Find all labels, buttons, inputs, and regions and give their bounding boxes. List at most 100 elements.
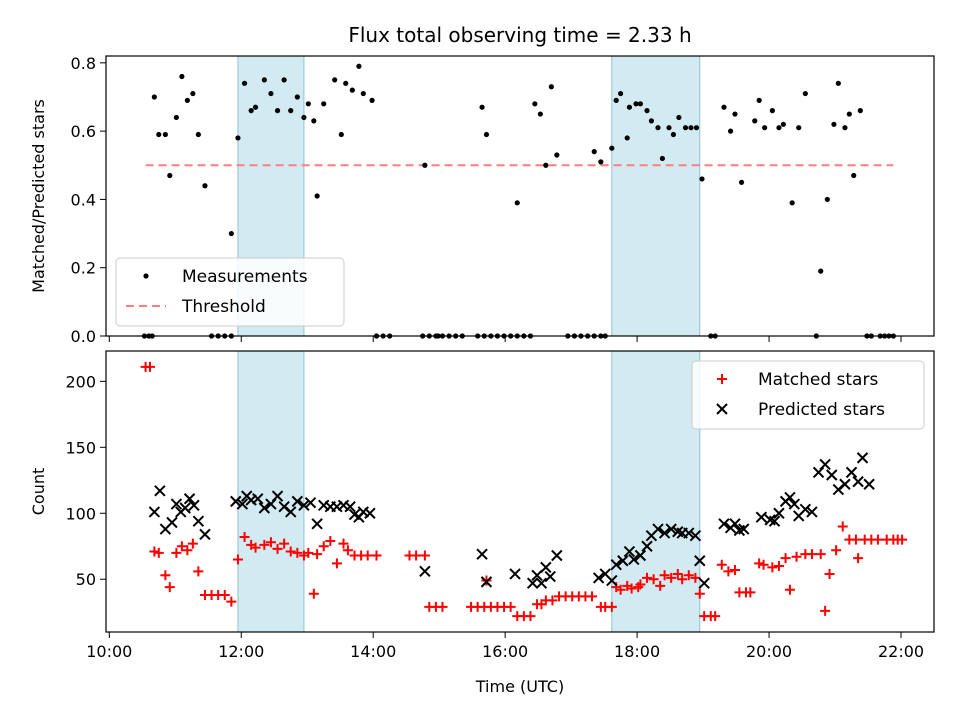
data-point — [637, 101, 644, 107]
data-point — [148, 506, 161, 518]
data-point — [149, 546, 160, 557]
y-axis-label: Matched/Predicted stars — [29, 99, 48, 293]
data-point — [641, 540, 653, 552]
data-point — [193, 566, 204, 577]
y-axis-label: Count — [29, 468, 48, 516]
data-point — [312, 549, 323, 560]
data-point — [824, 568, 835, 579]
data-point — [279, 538, 290, 549]
legend-marker — [717, 374, 727, 384]
data-point — [342, 545, 353, 556]
data-point — [532, 101, 538, 107]
x-axis-label: Time (UTC) — [475, 677, 564, 696]
data-point — [799, 503, 812, 516]
legend-marker — [143, 273, 149, 279]
data-point — [842, 125, 848, 131]
data-point — [288, 108, 294, 114]
data-point — [202, 183, 208, 189]
legend-label: Measurements — [182, 267, 308, 287]
data-point — [239, 532, 250, 543]
data-point — [618, 90, 624, 97]
data-point — [693, 125, 700, 131]
data-point — [144, 361, 155, 372]
data-point — [818, 268, 824, 274]
data-point — [232, 554, 243, 565]
data-point — [780, 121, 786, 127]
data-point — [623, 545, 636, 558]
data-point — [179, 502, 191, 514]
data-point — [551, 549, 563, 562]
data-point — [338, 538, 349, 549]
data-point — [856, 452, 869, 464]
data-point — [666, 125, 672, 131]
data-point — [835, 80, 841, 86]
y-tick-label: 50 — [76, 570, 96, 589]
data-point — [819, 458, 831, 471]
y-tick-label: 0.8 — [71, 54, 96, 73]
data-point — [235, 135, 241, 141]
data-point — [857, 108, 863, 114]
legend-marker — [716, 403, 728, 415]
data-point — [655, 580, 666, 591]
data-point — [311, 118, 317, 124]
data-point — [845, 466, 858, 479]
data-point — [480, 576, 493, 588]
data-point — [598, 159, 604, 165]
data-point — [298, 499, 310, 512]
data-point — [609, 145, 615, 151]
data-point — [698, 577, 710, 589]
legend: Matched stars Predicted stars — [691, 360, 925, 430]
legend-box — [115, 257, 345, 327]
data-point — [281, 77, 287, 83]
data-point — [780, 553, 791, 564]
data-point — [514, 200, 520, 206]
legend-label: Threshold — [181, 297, 266, 317]
data-point — [824, 196, 830, 203]
data-point — [591, 149, 597, 155]
data-point — [343, 80, 349, 86]
data-point — [199, 528, 211, 541]
series-0 — [140, 361, 908, 622]
data-point — [784, 584, 795, 595]
data-point — [676, 114, 682, 121]
top-panel: 0.0 0.2 0.4 0.6 0.8 Matched/Predicted stars Me… — [29, 54, 935, 346]
data-point — [628, 553, 640, 566]
data-point — [164, 582, 175, 593]
data-point — [318, 541, 329, 552]
legend: Measurements Threshold — [115, 257, 345, 327]
data-point — [806, 549, 817, 560]
data-point — [505, 601, 516, 612]
data-point — [419, 565, 431, 578]
data-point — [718, 518, 730, 530]
data-point — [721, 104, 727, 110]
data-point — [648, 574, 659, 585]
data-point — [192, 515, 205, 527]
data-point — [738, 179, 745, 185]
data-point — [852, 475, 864, 488]
data-point — [526, 577, 539, 589]
data-point — [162, 131, 168, 138]
data-point — [153, 547, 164, 558]
data-point — [694, 555, 706, 567]
data-point — [190, 90, 196, 97]
data-point — [587, 591, 598, 602]
data-point — [694, 588, 705, 599]
data-point — [642, 572, 653, 583]
data-point — [331, 558, 342, 569]
data-point — [301, 114, 307, 121]
data-point — [259, 539, 270, 550]
data-point — [294, 94, 300, 100]
data-point — [592, 572, 605, 584]
data-point — [672, 568, 683, 579]
data-point — [826, 469, 838, 481]
data-point — [839, 478, 851, 490]
data-point — [606, 574, 618, 587]
data-point — [729, 518, 741, 530]
legend-label: Matched stars — [758, 370, 878, 390]
data-point — [369, 97, 375, 103]
series-0 — [141, 63, 896, 339]
data-point — [182, 545, 193, 556]
data-point — [479, 104, 485, 110]
data-point — [613, 97, 619, 103]
